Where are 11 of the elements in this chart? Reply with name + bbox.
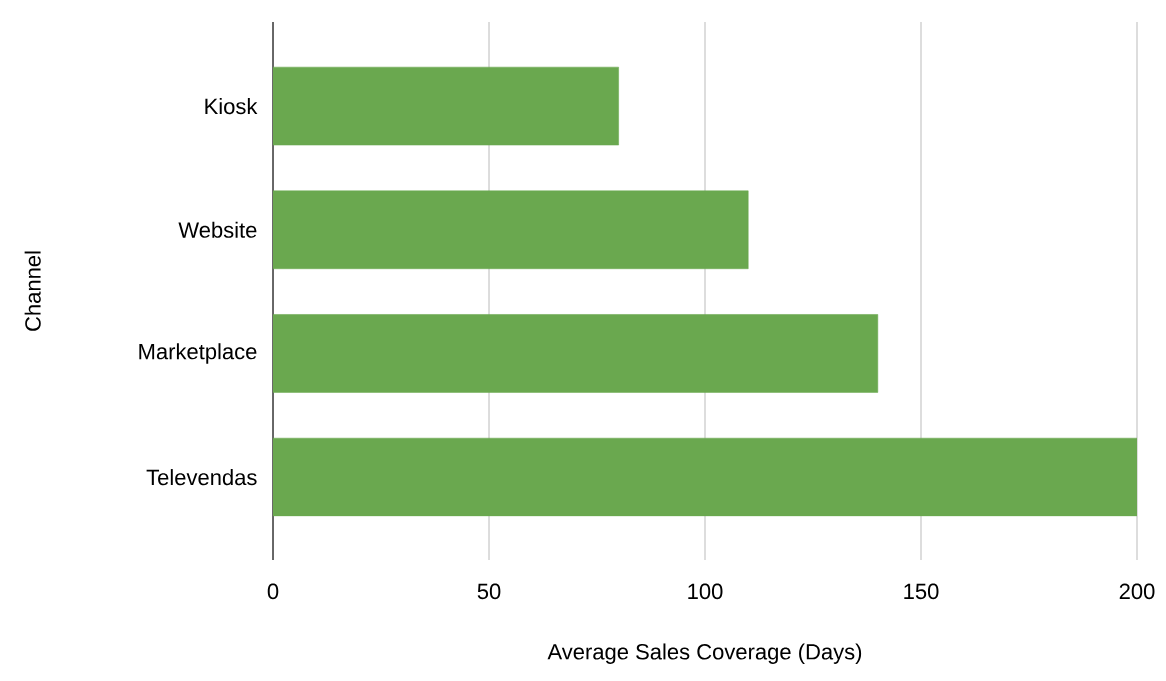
y-tick-label: Website bbox=[178, 221, 257, 238]
y-tick-label: Televendas bbox=[146, 469, 257, 486]
y-tick-label: Kiosk bbox=[205, 98, 258, 115]
x-axis-title: Average Sales Coverage (Days) bbox=[547, 643, 862, 664]
x-tick-label: 200 bbox=[1119, 583, 1155, 600]
x-tick-label: 150 bbox=[904, 583, 939, 600]
x-tick-label: 50 bbox=[477, 583, 501, 600]
y-tick-label: Marketplace bbox=[139, 343, 257, 364]
y-axis-title: Channel bbox=[24, 251, 41, 331]
x-tick-label: 100 bbox=[688, 583, 723, 600]
x-tick-label: 0 bbox=[267, 583, 279, 600]
